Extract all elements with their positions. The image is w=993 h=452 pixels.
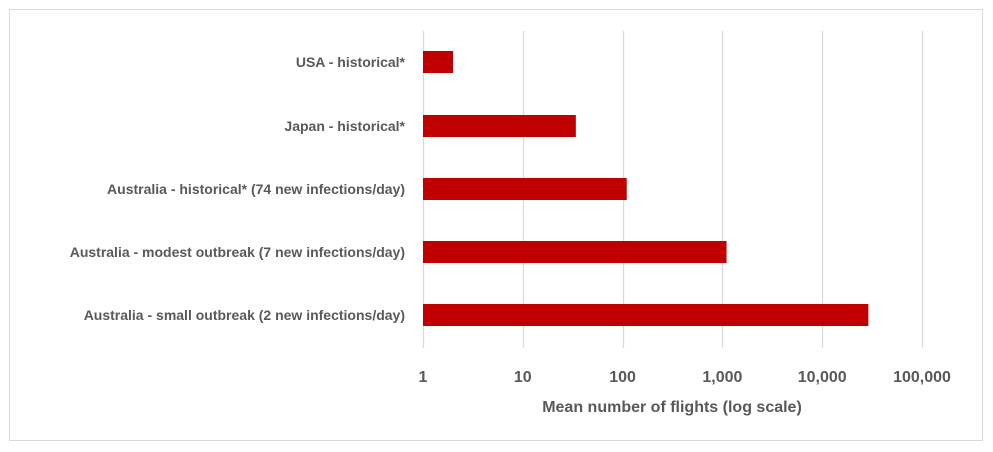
bars xyxy=(423,51,869,326)
x-tick-label: 10,000 xyxy=(798,369,847,386)
bar xyxy=(423,304,869,326)
bar xyxy=(423,241,727,263)
category-labels: USA - historical* Japan - historical* Aust… xyxy=(70,54,406,323)
bar xyxy=(423,115,576,137)
x-tick-label: 1,000 xyxy=(702,369,742,386)
category-label: Australia - historical* (74 new infectio… xyxy=(107,181,405,197)
category-label: USA - historical* xyxy=(296,54,406,70)
bar xyxy=(423,178,627,200)
x-axis-title: Mean number of flights (log scale) xyxy=(542,399,802,416)
chart-frame xyxy=(9,9,983,441)
x-tick-label: 100 xyxy=(609,369,636,386)
x-tick-label: 10 xyxy=(514,369,532,386)
category-label: Japan - historical* xyxy=(284,118,405,134)
bar xyxy=(423,51,454,73)
x-tick-labels: 1 10 100 1,000 10,000 100,000 xyxy=(419,369,951,386)
category-label: Australia - modest outbreak (7 new infec… xyxy=(70,244,405,260)
category-label: Australia - small outbreak (2 new infect… xyxy=(84,307,405,323)
x-tick-label: 100,000 xyxy=(893,369,951,386)
x-tick-label: 1 xyxy=(419,369,428,386)
gridlines xyxy=(422,31,924,348)
